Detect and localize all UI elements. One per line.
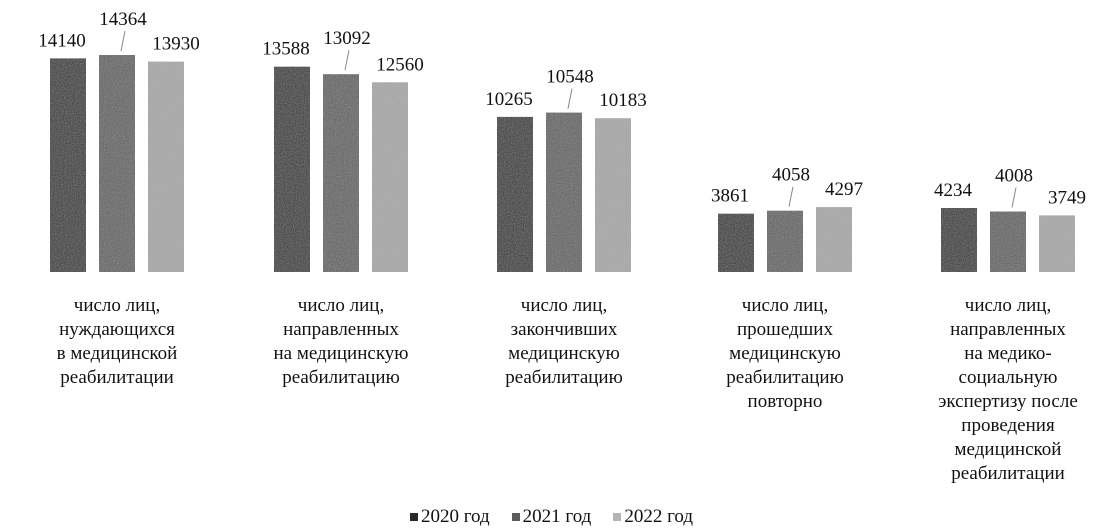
bar-5-2020-год: [941, 208, 977, 272]
leader-line: [567, 88, 573, 109]
data-label: 3749: [1048, 187, 1086, 208]
legend-swatch-icon: [511, 513, 520, 521]
bar-1-2021-год: [99, 55, 135, 272]
data-label: 10183: [599, 90, 647, 111]
bar-4-2022-год: [816, 207, 852, 272]
data-label: 13588: [262, 39, 310, 60]
data-label: 10548: [546, 67, 594, 88]
data-label: 4008: [995, 166, 1033, 187]
bars-layer: [50, 55, 1075, 273]
legend-swatch-icon: [409, 513, 418, 521]
bar-3-2021-год: [546, 112, 582, 272]
data-label: 4297: [825, 179, 863, 200]
bar-5-2022-год: [1039, 215, 1075, 272]
legend-label: 2020 год: [420, 506, 490, 527]
leader-line: [344, 50, 350, 71]
bar-3-2022-год: [595, 118, 631, 272]
data-label: 3861: [711, 186, 749, 207]
legend-item-2020: 2020 год: [409, 506, 490, 528]
bar-2-2022-год: [372, 82, 408, 272]
bar-4-2020-год: [718, 213, 754, 272]
legend: 2020 год 2021 год 2022 год: [0, 506, 1103, 528]
leader-line: [788, 186, 794, 207]
data-label: 10265: [485, 89, 533, 110]
bar-3-2020-год: [497, 116, 533, 273]
category-label-3: число лиц, закончивших медицинскую реаби…: [505, 295, 623, 388]
bar-2-2020-год: [274, 66, 310, 272]
data-label: 4058: [772, 165, 810, 186]
data-label: 4234: [934, 180, 973, 201]
leader-line: [120, 30, 126, 52]
legend-item-2021: 2021 год: [511, 506, 592, 528]
bar-4-2021-год: [767, 210, 803, 272]
bar-1-2020-год: [50, 58, 86, 273]
data-label: 13092: [323, 28, 371, 49]
data-label: 14140: [38, 30, 86, 51]
bar-5-2021-год: [990, 211, 1026, 272]
category-label-4: число лиц, прошедших медицинскую реабили…: [726, 295, 844, 412]
bar-2-2021-год: [323, 74, 359, 272]
legend-item-2022: 2022 год: [613, 506, 693, 528]
data-label: 12560: [376, 54, 424, 75]
data-label: 14364: [99, 9, 147, 30]
leader-lines-layer: [120, 30, 1017, 208]
legend-label: 2021 год: [522, 506, 592, 527]
legend-label: 2022 год: [624, 506, 694, 527]
bar-1-2022-год: [148, 61, 184, 272]
legend-swatch-icon: [613, 513, 622, 521]
category-label-5: число лиц, направленных на медико- социа…: [938, 295, 1078, 484]
data-label: 13930: [152, 34, 200, 55]
leader-line: [1011, 187, 1017, 208]
category-label-1: число лиц, нуждающихся в медицинской реа…: [56, 295, 178, 388]
category-label-2: число лиц, направленных на медицинскую р…: [273, 295, 409, 388]
